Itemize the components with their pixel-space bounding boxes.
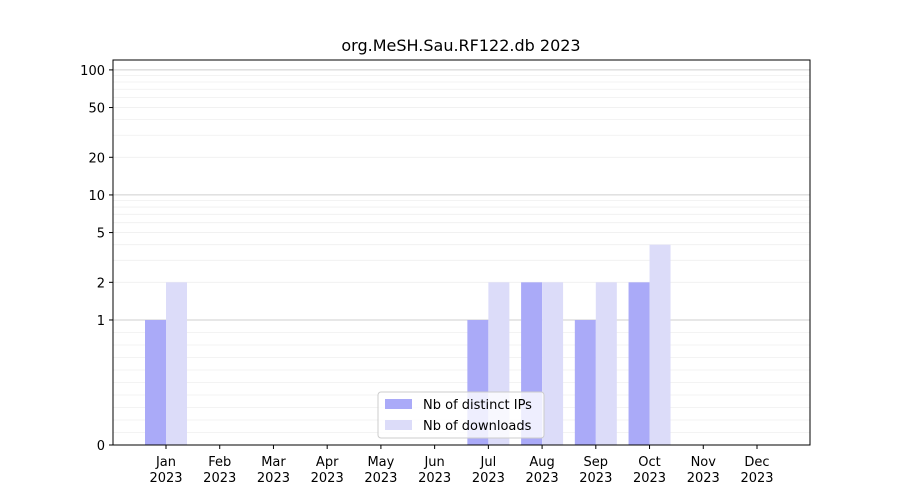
y-tick-label: 2 bbox=[97, 276, 105, 291]
legend-box bbox=[377, 391, 545, 439]
legend-swatch bbox=[385, 420, 412, 430]
x-tick-label-year: 2023 bbox=[203, 471, 236, 486]
x-tick-label-month: Nov bbox=[691, 455, 717, 470]
legend-label: Nb of downloads bbox=[423, 419, 532, 434]
bar-distinct-ips bbox=[145, 319, 166, 445]
bar-distinct-ips bbox=[574, 319, 596, 445]
x-tick-label-year: 2023 bbox=[633, 471, 666, 486]
x-tick-label-year: 2023 bbox=[472, 471, 505, 486]
x-tick-label-year: 2023 bbox=[149, 471, 182, 486]
grid-lines bbox=[113, 69, 810, 433]
legend-label: Nb of distinct IPs bbox=[423, 398, 532, 413]
x-tick-label-month: Dec bbox=[744, 455, 769, 470]
x-tick-label-year: 2023 bbox=[526, 471, 559, 486]
x-tick-label-year: 2023 bbox=[740, 471, 773, 486]
x-tick-label-month: Jan bbox=[155, 455, 176, 470]
y-tick-label: 20 bbox=[88, 151, 105, 166]
x-tick-label-month: Apr bbox=[316, 455, 339, 470]
x-tick-label-year: 2023 bbox=[579, 471, 612, 486]
bar-downloads bbox=[649, 244, 671, 445]
x-tick-label-month: Sep bbox=[584, 455, 609, 470]
y-tick-label: 5 bbox=[97, 227, 105, 242]
y-tick-label: 100 bbox=[80, 64, 105, 79]
y-axis: 0 1 2 5 10 20 50 100 bbox=[80, 64, 113, 454]
x-tick-label-year: 2023 bbox=[418, 471, 451, 486]
x-tick-label-month: Feb bbox=[208, 455, 231, 470]
legend: Nb of distinct IPs Nb of downloads bbox=[377, 391, 545, 439]
x-tick-label-year: 2023 bbox=[311, 471, 344, 486]
x-tick-label-year: 2023 bbox=[257, 471, 290, 486]
bar-downloads bbox=[595, 282, 617, 445]
x-tick-label-month: Jul bbox=[480, 455, 497, 470]
y-tick-label: 0 bbox=[97, 439, 105, 454]
chart-title: org.MeSH.Sau.RF122.db 2023 bbox=[341, 36, 580, 55]
x-tick-label-month: Aug bbox=[529, 455, 554, 470]
y-tick-label: 1 bbox=[97, 314, 105, 329]
x-tick-label-year: 2023 bbox=[687, 471, 720, 486]
bar-distinct-ips bbox=[628, 282, 650, 445]
bar-downloads bbox=[166, 282, 187, 445]
plot-frame bbox=[112, 59, 811, 446]
legend-swatch bbox=[385, 399, 412, 409]
y-tick-label: 10 bbox=[88, 189, 105, 204]
y-tick-label: 50 bbox=[88, 102, 105, 117]
x-tick-label-month: May bbox=[367, 455, 394, 470]
x-axis: Jan2023Feb2023Mar2023Apr2023May2023Jun20… bbox=[149, 445, 774, 486]
x-tick-label-month: Oct bbox=[638, 455, 660, 470]
bar-downloads bbox=[542, 282, 564, 445]
x-tick-label-month: Mar bbox=[261, 455, 286, 470]
x-tick-label-month: Jun bbox=[423, 455, 444, 470]
x-tick-label-year: 2023 bbox=[364, 471, 397, 486]
